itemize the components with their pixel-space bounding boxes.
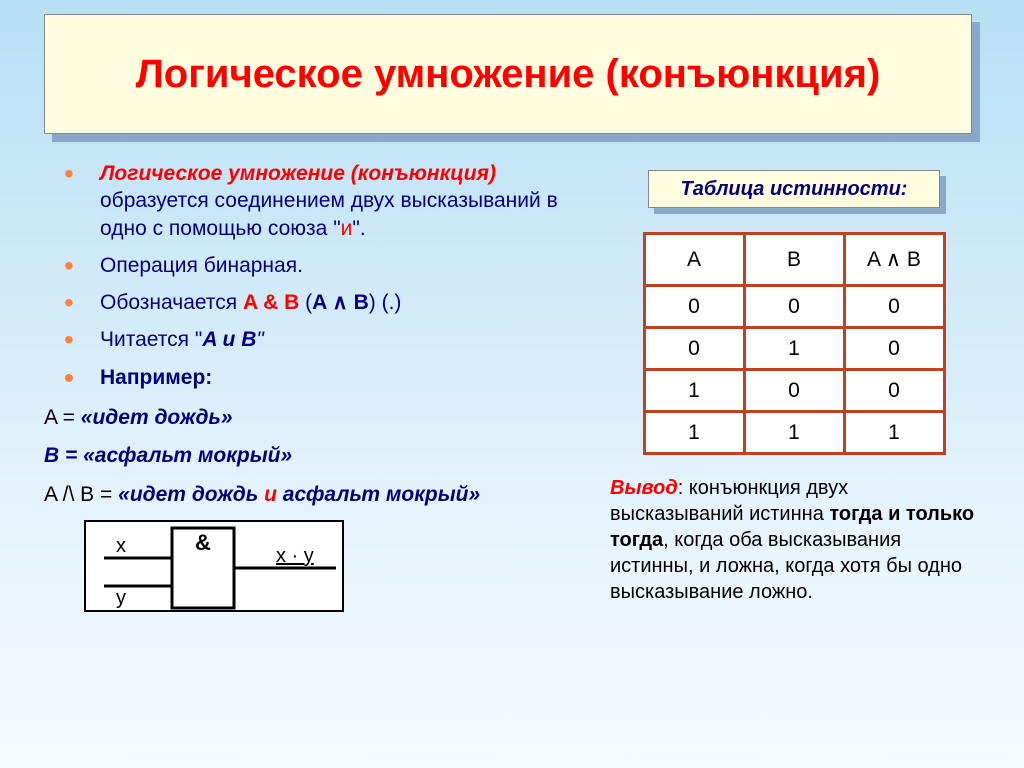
bullet-1-term: Логическое умножение (конъюнкция) <box>100 162 496 185</box>
bullet-1-and: и <box>341 217 353 240</box>
logic-gate: & x y x · y <box>84 520 574 617</box>
gate-svg: & x y x · y <box>84 520 344 612</box>
bullet-4-expr: A и B <box>202 328 256 351</box>
example-a: A = «идет дождь» <box>44 405 574 431</box>
bullet-4-label: Читается " <box>100 328 202 351</box>
bullet-3-pb: ) (.) <box>369 291 402 314</box>
left-column: Логическое умножение (конъюнкция) образу… <box>44 160 574 617</box>
ex-ab-and: и <box>264 483 277 506</box>
ex-ab-label: A /\ B = <box>44 483 118 506</box>
th-a: A <box>644 234 744 286</box>
table-row: 0 0 0 <box>644 286 944 328</box>
example-ab: A /\ B = «идет дождь и асфальт мокрый» <box>44 482 574 508</box>
conclusion-t2: , когда оба высказывания истинны, и ложн… <box>610 529 962 603</box>
cell: 0 <box>844 286 944 328</box>
th-ab: A ∧ B <box>844 234 944 286</box>
truth-header-row: A B A ∧ B <box>644 234 944 286</box>
truth-label: Таблица истинности: <box>648 170 940 208</box>
cell: 0 <box>644 286 744 328</box>
cell: 1 <box>744 328 844 370</box>
cell: 0 <box>744 370 844 412</box>
table-row: 0 1 0 <box>644 328 944 370</box>
bullet-3-pa: ( <box>299 291 312 314</box>
bullet-4-close: " <box>256 328 263 351</box>
page-title: Логическое умножение (конъюнкция) <box>136 51 881 97</box>
table-row: 1 0 0 <box>644 370 944 412</box>
ex-a-val: «идет дождь» <box>81 406 233 429</box>
bullet-5: Например: <box>44 364 574 391</box>
bullet-3-red: A & B <box>243 291 299 314</box>
cell: 1 <box>644 370 744 412</box>
cell: 1 <box>744 412 844 454</box>
ex-a-label: A = <box>44 406 81 429</box>
th-b: B <box>744 234 844 286</box>
examples: A = «идет дождь» B = «асфальт мокрый» A … <box>44 405 574 508</box>
cell: 0 <box>744 286 844 328</box>
bullet-2: Операция бинарная. <box>44 252 574 279</box>
cell: 0 <box>844 370 944 412</box>
conclusion-lead: Вывод <box>610 477 678 499</box>
cell: 0 <box>844 328 944 370</box>
conclusion: Вывод: конъюнкция двух высказываний исти… <box>604 475 984 605</box>
gate-x: x <box>116 535 126 557</box>
truth-label-wrap: Таблица истинности: <box>648 170 940 214</box>
bullet-list: Логическое умножение (конъюнкция) образу… <box>44 160 574 391</box>
table-row: 1 1 1 <box>644 412 944 454</box>
bullet-1-text-a: образуется соединением двух высказываний… <box>100 189 558 239</box>
cell: 1 <box>644 412 744 454</box>
bullet-3: Обозначается A & B (A ∧ B) (.) <box>44 289 574 316</box>
ex-b-label: B = <box>44 444 83 467</box>
example-b: B = «асфальт мокрый» <box>44 443 574 469</box>
gate-amp: & <box>195 530 211 555</box>
bullet-1-text-b: ". <box>352 217 365 240</box>
title-box: Логическое умножение (конъюнкция) <box>44 14 972 134</box>
gate-out: x · y <box>276 545 314 567</box>
bullet-3-label: Обозначается <box>100 291 243 314</box>
cell: 0 <box>644 328 744 370</box>
ex-ab-post: асфальт мокрый» <box>277 483 480 506</box>
right-column: Таблица истинности: A B A ∧ B 0 0 0 0 1 … <box>604 160 984 617</box>
bullet-3-expr: A ∧ B <box>312 291 369 314</box>
bullet-4: Читается "A и B" <box>44 326 574 353</box>
cell: 1 <box>844 412 944 454</box>
gate-y: y <box>116 587 126 609</box>
truth-table: A B A ∧ B 0 0 0 0 1 0 1 0 0 1 1 <box>643 232 946 455</box>
ex-b-val: «асфальт мокрый» <box>83 444 292 467</box>
bullet-1: Логическое умножение (конъюнкция) образу… <box>44 160 574 242</box>
content: Логическое умножение (конъюнкция) образу… <box>44 160 984 617</box>
ex-ab-pre: «идет дождь <box>118 483 264 506</box>
